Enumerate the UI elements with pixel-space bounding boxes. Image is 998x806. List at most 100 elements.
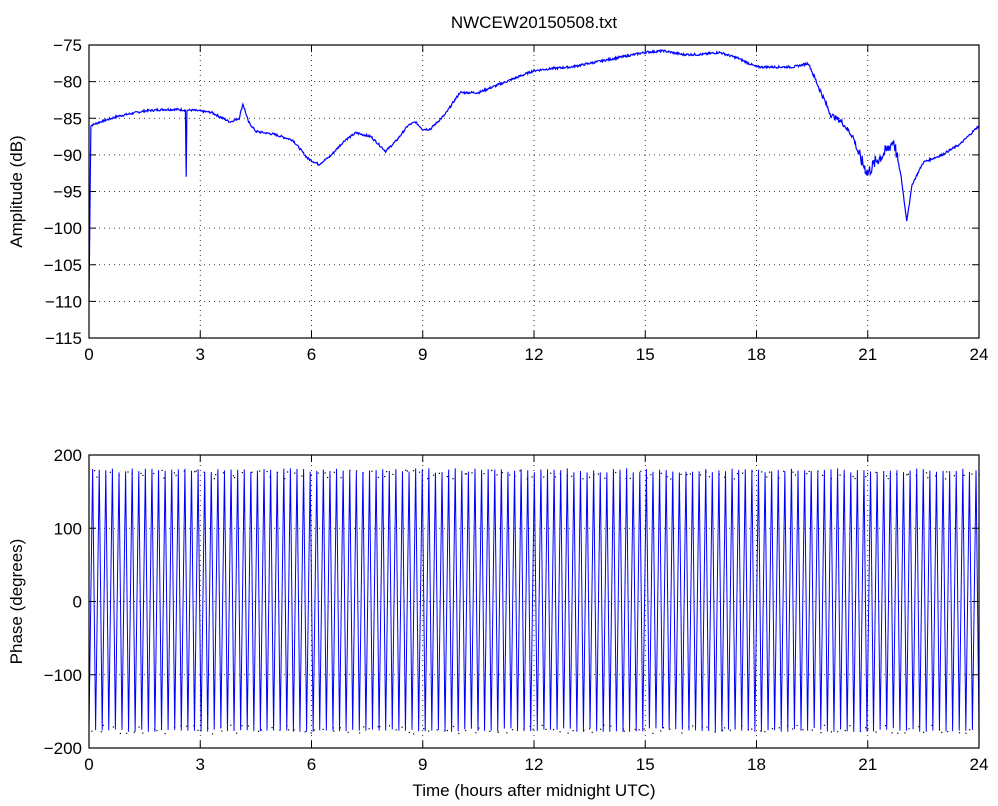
phase-wrap-point	[102, 724, 104, 726]
phase-wrap-point	[153, 472, 155, 475]
phase-wrap-point	[600, 728, 602, 730]
phase-wrap-point	[340, 477, 342, 479]
phase-wrap-point	[142, 474, 144, 476]
phase-wrap-point	[433, 474, 435, 476]
phase-wrap-point	[452, 725, 455, 728]
phase-wrap-point	[867, 728, 869, 730]
phase-wrap-point	[541, 724, 543, 726]
phase-wrap-point	[458, 732, 460, 734]
x-tick-label: 12	[525, 755, 544, 774]
phase-wrap-point	[175, 474, 177, 477]
phase-wrap-point	[294, 472, 296, 474]
phase-wrap-point	[173, 472, 175, 474]
phase-wrap-point	[610, 725, 612, 727]
phase-wrap-point	[475, 732, 477, 734]
phase-wrap-point	[623, 730, 625, 732]
phase-wrap-point	[681, 732, 683, 734]
phase-wrap-point	[729, 729, 731, 731]
phase-wrap-point	[413, 733, 415, 735]
phase-wrap-point	[140, 472, 142, 474]
phase-wrap-point	[946, 471, 948, 473]
phase-wrap-point	[483, 473, 485, 475]
phase-wrap-point	[91, 730, 93, 732]
phase-wrap-point	[591, 731, 593, 733]
phase-wrap-point	[969, 729, 971, 731]
phase-wrap-point	[844, 729, 846, 732]
phase-wrap-point	[100, 731, 102, 733]
phase-wrap-point	[550, 472, 552, 474]
phase-wrap-point	[379, 726, 381, 728]
phase-wrap-point	[802, 729, 804, 731]
y-tick-label: −105	[44, 256, 82, 275]
x-tick-label: 18	[747, 345, 766, 364]
phase-wrap-point	[669, 728, 671, 730]
phase-wrap-point	[388, 725, 391, 727]
phase-wrap-point	[792, 471, 794, 473]
phase-wrap-point	[478, 727, 480, 729]
phase-wrap-point	[156, 729, 158, 732]
phase-wrap-point	[347, 731, 349, 733]
phase-wrap-point	[666, 476, 668, 478]
phase-wrap-point	[271, 727, 273, 729]
phase-wrap-point	[837, 731, 839, 733]
phase-wrap-point	[699, 474, 702, 476]
phase-wrap-point	[867, 472, 869, 475]
phase-wrap-point	[638, 729, 640, 731]
phase-wrap-point	[221, 730, 223, 732]
x-tick-label: 0	[84, 345, 93, 364]
phase-wrap-point	[138, 726, 140, 728]
phase-wrap-point	[446, 729, 448, 732]
phase-wrap-point	[897, 732, 899, 734]
phase-wrap-point	[465, 473, 468, 475]
phase-wrap-point	[958, 732, 961, 734]
phase-line	[88, 468, 980, 732]
phase-wrap-point	[452, 478, 454, 480]
phase-wrap-point	[724, 476, 726, 478]
phase-wrap-point	[511, 729, 514, 731]
phase-wrap-point	[529, 725, 531, 727]
phase-wrap-point	[491, 469, 493, 471]
phase-wrap-point	[545, 728, 547, 730]
phase-wrap-point	[142, 732, 144, 734]
phase-wrap-point	[823, 724, 825, 726]
y-tick-label: −75	[53, 36, 82, 55]
phase-wrap-point	[736, 473, 739, 475]
phase-wrap-point	[531, 476, 533, 478]
phase-wrap-point	[559, 731, 561, 733]
phase-wrap-point	[405, 469, 407, 471]
phase-wrap-point	[266, 470, 268, 473]
phase-wrap-point	[931, 724, 933, 726]
amplitude-series	[88, 48, 980, 302]
phase-wrap-point	[760, 730, 762, 732]
phase-wrap-point	[532, 728, 534, 730]
phase-wrap-point	[161, 469, 163, 471]
phase-wrap-point	[465, 729, 467, 732]
phase-wrap-point	[852, 475, 854, 478]
phase-wrap-point	[963, 474, 965, 476]
chart-title: NWCEW20150508.txt	[451, 13, 618, 32]
phase-wrap-point	[935, 475, 937, 477]
phase-wrap-point	[794, 474, 796, 476]
x-tick-label: 6	[307, 345, 316, 364]
phase-wrap-point	[543, 476, 545, 478]
phase-wrap-point	[761, 471, 763, 473]
phase-wrap-point	[436, 729, 438, 731]
phase-wrap-point	[811, 729, 813, 731]
y-tick-label: −200	[44, 739, 82, 758]
phase-wrap-point	[652, 732, 654, 734]
phase-wrap-point	[854, 477, 856, 480]
phase-wrap-point	[796, 724, 798, 726]
phase-wrap-point	[554, 476, 557, 478]
phase-wrap-point	[971, 473, 973, 475]
amplitude-axes: 0 3 6 9 12 15 18 21 24 −115 −110 −105 −100 −95 −90 −85 −…	[7, 36, 988, 364]
phase-wrap-point	[891, 732, 893, 734]
phase-wrap-point	[904, 732, 906, 734]
phase-wrap-point	[778, 727, 780, 729]
phase-wrap-point	[918, 726, 920, 728]
phase-wrap-point	[392, 473, 394, 475]
x-tick-label: 9	[418, 345, 427, 364]
phase-wrap-point	[333, 730, 335, 732]
phase-wrap-point	[247, 725, 249, 727]
phase-wrap-point	[497, 731, 499, 733]
phase-wrap-point	[662, 727, 665, 729]
